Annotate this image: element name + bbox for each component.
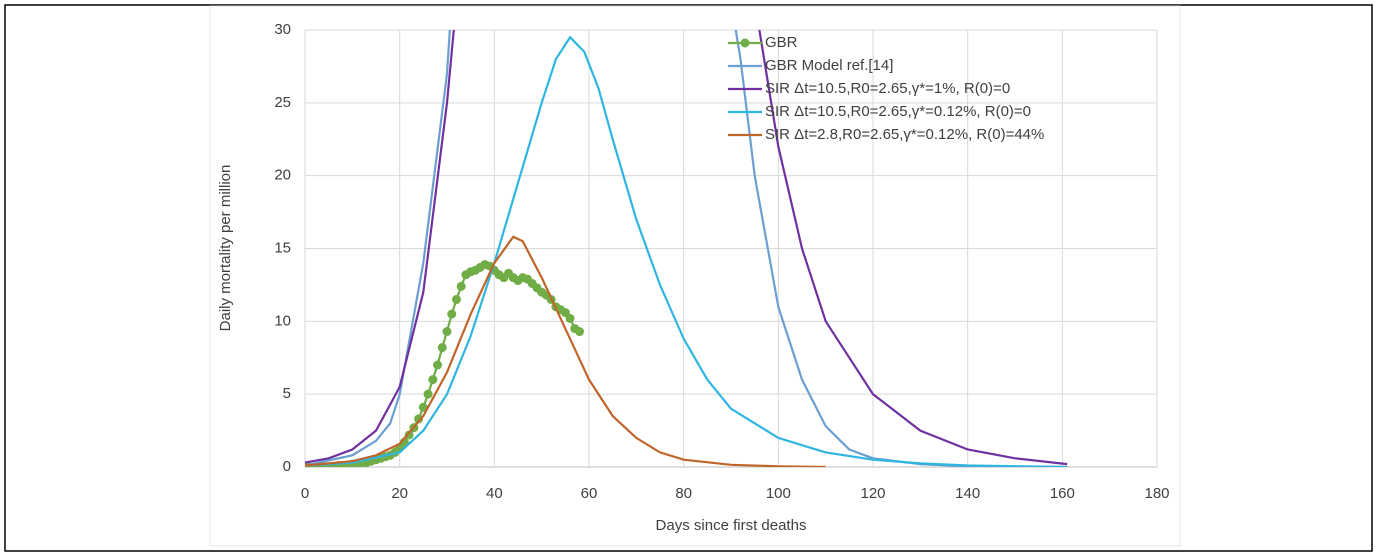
y-tick-label: 15 [274, 239, 291, 256]
x-axis-label: Days since first deaths [656, 517, 807, 534]
data-point [423, 389, 433, 399]
data-point [433, 360, 443, 370]
data-point [404, 430, 414, 440]
y-tick-label: 5 [283, 385, 291, 402]
data-point [414, 414, 424, 424]
y-axis-label: Daily mortality per million [217, 165, 234, 332]
x-tick-label: 140 [955, 485, 980, 502]
data-point [451, 294, 461, 304]
x-tick-label: 0 [301, 485, 309, 502]
chart-area [209, 5, 1181, 547]
legend-marker [740, 38, 750, 48]
series-line [305, 35, 1068, 467]
frame [4, 4, 1373, 552]
y-tick-label: 25 [274, 94, 291, 111]
data-point [428, 375, 438, 385]
legend-label: SIR Δt=10.5,R0=2.65,γ*=0.12%, R(0)=0 [765, 103, 1031, 120]
data-point [442, 327, 452, 337]
x-tick-label: 160 [1050, 485, 1075, 502]
x-tick-label: 40 [486, 485, 503, 502]
y-tick-label: 0 [283, 458, 291, 475]
x-tick-label: 180 [1144, 485, 1169, 502]
data-point [565, 313, 575, 323]
data-point [456, 281, 466, 291]
y-tick-label: 20 [274, 167, 291, 184]
y-tick-label: 30 [274, 21, 291, 38]
series-line [305, 30, 1068, 466]
x-tick-label: 120 [860, 485, 885, 502]
y-tick-label: 10 [274, 312, 291, 329]
data-point [437, 343, 447, 353]
x-tick-label: 100 [766, 485, 791, 502]
x-tick-label: 80 [675, 485, 692, 502]
legend-label: GBR Model ref.[14] [765, 57, 893, 74]
data-point [447, 309, 457, 319]
x-tick-label: 20 [391, 485, 408, 502]
legend-label: SIR Δt=2.8,R0=2.65,γ*=0.12%, R(0)=44% [765, 126, 1044, 143]
legend-label: SIR Δt=10.5,R0=2.65,γ*=1%, R(0)=0 [765, 80, 1010, 97]
series-line [305, 235, 826, 467]
legend-label: GBR [765, 34, 798, 51]
x-tick-label: 60 [581, 485, 598, 502]
data-point [575, 327, 585, 337]
